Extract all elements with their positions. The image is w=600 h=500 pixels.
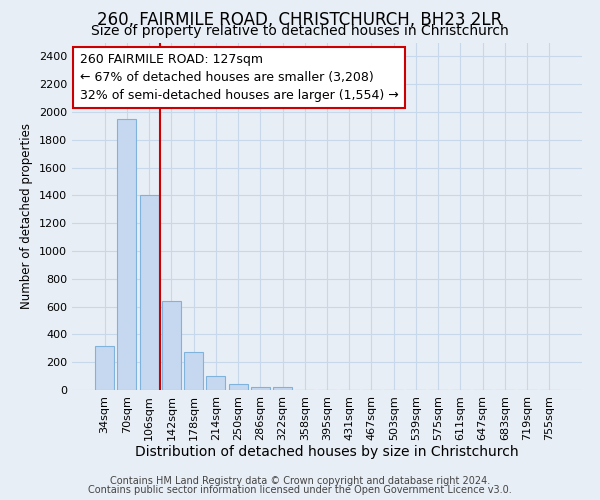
Y-axis label: Number of detached properties: Number of detached properties xyxy=(20,123,34,309)
Bar xyxy=(118,119,136,390)
Bar xyxy=(229,384,248,390)
Text: Size of property relative to detached houses in Christchurch: Size of property relative to detached ho… xyxy=(91,24,509,38)
Text: Contains HM Land Registry data © Crown copyright and database right 2024.: Contains HM Land Registry data © Crown c… xyxy=(110,476,490,486)
Text: Contains public sector information licensed under the Open Government Licence v3: Contains public sector information licen… xyxy=(88,485,512,495)
Bar xyxy=(206,376,225,390)
Bar xyxy=(251,386,270,390)
Text: 260, FAIRMILE ROAD, CHRISTCHURCH, BH23 2LR: 260, FAIRMILE ROAD, CHRISTCHURCH, BH23 2… xyxy=(97,11,503,29)
Bar xyxy=(184,352,203,390)
X-axis label: Distribution of detached houses by size in Christchurch: Distribution of detached houses by size … xyxy=(135,446,519,460)
Bar xyxy=(95,346,114,390)
Bar xyxy=(162,301,181,390)
Text: 260 FAIRMILE ROAD: 127sqm
← 67% of detached houses are smaller (3,208)
32% of se: 260 FAIRMILE ROAD: 127sqm ← 67% of detac… xyxy=(80,53,398,102)
Bar xyxy=(273,387,292,390)
Bar xyxy=(140,196,158,390)
